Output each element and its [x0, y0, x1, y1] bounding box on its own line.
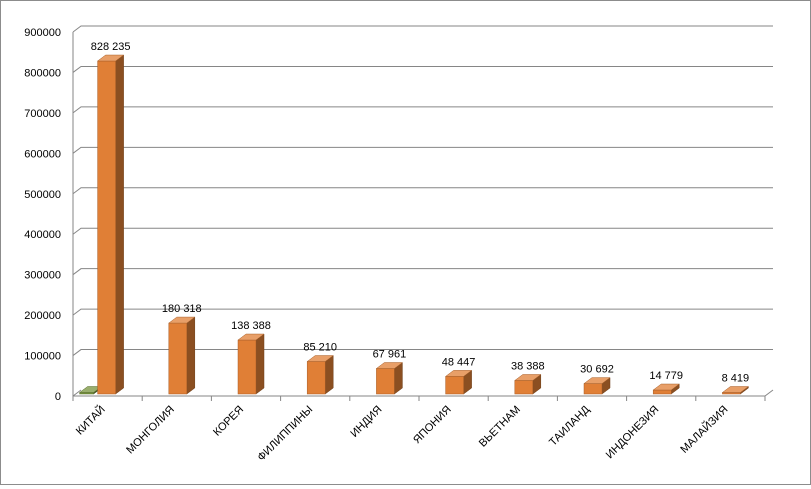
bar-series-2	[306, 355, 334, 395]
gridline	[72, 308, 773, 316]
x-category-label: ЯПОНИЯ	[411, 404, 454, 447]
axes	[72, 32, 774, 401]
gridline	[72, 349, 773, 356]
y-tick-label: 300000	[24, 270, 61, 282]
y-tick-label: 400000	[24, 229, 61, 241]
data-label: 67 961	[373, 349, 407, 361]
x-category-label: КОРЕЯ	[211, 404, 246, 439]
x-category-label: ТАИЛАНД	[547, 403, 592, 448]
gridline	[72, 146, 773, 154]
bar-series-2	[375, 362, 404, 395]
y-tick-label: 100000	[24, 351, 61, 363]
bars	[78, 54, 750, 395]
data-label: 180 318	[162, 303, 202, 315]
bar-series-2	[721, 386, 750, 395]
gridline	[72, 106, 773, 114]
data-label: 138 388	[231, 320, 271, 332]
gridline	[72, 187, 773, 195]
x-category-label: ИНДИЯ	[348, 404, 384, 440]
x-category-label: ВЬЕТНАМ	[477, 404, 523, 450]
bar-series-2	[237, 333, 265, 395]
gridline	[72, 25, 773, 33]
data-label: 14 779	[649, 370, 683, 382]
gridlines	[72, 25, 773, 356]
data-label: 38 388	[511, 360, 545, 372]
data-label: 48 447	[442, 356, 476, 368]
x-category-label: МОНГОЛИЯ	[124, 404, 177, 457]
bar-series-2	[652, 383, 680, 395]
y-tick-label: 200000	[24, 310, 61, 322]
x-category-label: МАЛАЙЗИЯ	[678, 403, 731, 456]
bar-series-2	[96, 54, 125, 395]
gridline	[72, 268, 773, 276]
y-tick-label: 700000	[24, 108, 61, 120]
x-category-label: ИНДОНЕЗИЯ	[604, 404, 662, 462]
data-label: 30 692	[580, 364, 614, 376]
data-labels: 828 235 180 318 138 388 85 210 67 961 48 447 3…	[91, 41, 749, 384]
y-tick-label: 800000	[24, 67, 61, 79]
bar-series-2	[583, 377, 611, 395]
y-tick-label: 500000	[24, 189, 61, 201]
y-tick-label: 0	[55, 391, 61, 403]
y-tick-label: 600000	[24, 148, 61, 160]
y-tick-label: 900000	[24, 27, 61, 39]
bar-series-2	[514, 373, 542, 395]
y-axis-ticks: 0 100000 200000 300000 400000 500000 600000 700…	[24, 27, 61, 403]
x-category-label: КИТАЙ	[73, 403, 108, 438]
gridline	[72, 227, 773, 235]
bar-series-2	[168, 316, 196, 395]
data-label: 8 419	[722, 373, 750, 385]
data-label: 828 235	[91, 41, 131, 53]
bar-series-2	[444, 369, 473, 395]
data-label: 85 210	[303, 342, 337, 354]
gridline	[72, 65, 773, 73]
x-axis-categories: КИТАЙ МОНГОЛИЯ КОРЕЯ ФИЛИППИНЫ ИНДИЯ ЯПОНИЯ ВЬ…	[73, 403, 730, 464]
x-category-label: ФИЛИППИНЫ	[255, 404, 315, 464]
